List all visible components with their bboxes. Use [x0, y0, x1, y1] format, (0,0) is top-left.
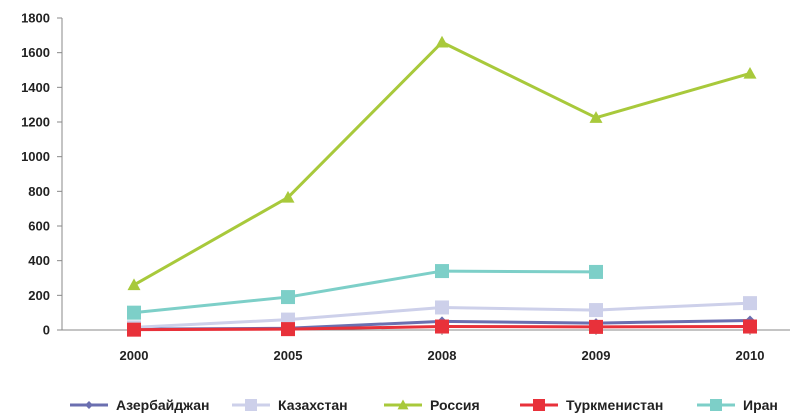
data-point-series-4 [589, 265, 603, 279]
data-point-series-3 [743, 320, 757, 334]
y-axis-ticks: 0 200 400 600 800 1000 1200 1400 1600 1800 [21, 11, 62, 338]
data-point-series-4 [127, 306, 141, 320]
legend-label: Азербайджан [116, 397, 210, 413]
series-lines [134, 42, 750, 329]
data-point-series-1 [589, 303, 603, 317]
legend-marker [533, 399, 545, 411]
legend-marker [710, 399, 722, 411]
series-line-4 [134, 271, 596, 313]
data-point-series-1 [435, 300, 449, 314]
series-line-2 [134, 42, 750, 285]
x-tick-label: 2000 [120, 348, 149, 363]
legend-item-3: Туркменистан [520, 397, 663, 413]
y-tick-label: 1200 [21, 115, 50, 130]
y-tick-label: 1400 [21, 80, 50, 95]
legend-marker [245, 399, 257, 411]
data-point-series-3 [435, 320, 449, 334]
series-markers [127, 36, 757, 337]
legend-marker [85, 401, 93, 409]
x-tick-label: 2009 [582, 348, 611, 363]
data-point-series-3 [589, 320, 603, 334]
y-tick-label: 1600 [21, 45, 50, 60]
data-point-series-4 [435, 264, 449, 278]
y-tick-label: 1000 [21, 149, 50, 164]
legend-label: Туркменистан [566, 397, 663, 413]
y-tick-label: 0 [43, 323, 50, 338]
data-point-series-3 [127, 323, 141, 337]
legend-label: Иран [743, 397, 778, 413]
data-point-series-3 [281, 322, 295, 336]
legend: Азербайджан Казахстан Россия Туркменистан Ир… [70, 397, 778, 413]
x-tick-label: 2008 [428, 348, 457, 363]
data-point-series-2 [436, 36, 449, 48]
legend-label: Россия [430, 397, 480, 413]
y-tick-label: 800 [28, 184, 50, 199]
data-point-series-4 [281, 290, 295, 304]
legend-item-1: Казахстан [232, 397, 348, 413]
x-tick-label: 2010 [736, 348, 765, 363]
y-tick-label: 600 [28, 219, 50, 234]
data-point-series-2 [744, 67, 757, 79]
data-point-series-1 [743, 296, 757, 310]
y-tick-label: 200 [28, 288, 50, 303]
legend-item-0: Азербайджан [70, 397, 210, 413]
legend-item-4: Иран [697, 397, 778, 413]
y-tick-label: 400 [28, 253, 50, 268]
legend-label: Казахстан [278, 397, 348, 413]
x-tick-label: 2005 [274, 348, 303, 363]
y-tick-label: 1800 [21, 11, 50, 26]
legend-item-2: Россия [384, 397, 480, 413]
x-axis-ticks: 2000 2005 2008 2009 2010 [120, 330, 765, 363]
data-point-series-2 [128, 278, 141, 290]
